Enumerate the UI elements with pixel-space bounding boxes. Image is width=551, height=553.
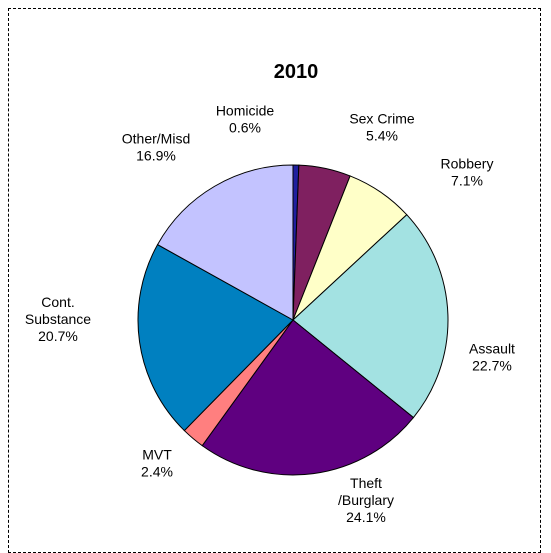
slice-label: Sex Crime 5.4% [349, 111, 415, 144]
pie-slice-other-misd [156, 164, 294, 321]
slice-label: Theft/Burglary 24.1% [338, 475, 394, 525]
pie-slice-assault [292, 213, 449, 419]
chart-title: 2010 [274, 61, 319, 83]
slice-labels: Homicide 0.6% Sex Crime 5.4% Robbery 7.1% Assa… [25, 103, 515, 526]
pie-slice-cont [137, 243, 294, 432]
slice-label: Assault 22.7% [469, 341, 515, 374]
slice-label: Robbery 7.1% [441, 156, 494, 189]
slice-label: Other/Misd 16.9% [122, 131, 190, 164]
slice-label: Homicide 0.6% [216, 103, 275, 136]
slice-label: Cont. Substance 20.7% [25, 294, 91, 344]
pie-slices [137, 164, 449, 476]
slice-label: MVT 2.4% [141, 447, 173, 480]
pie-slice-theft [201, 319, 415, 476]
